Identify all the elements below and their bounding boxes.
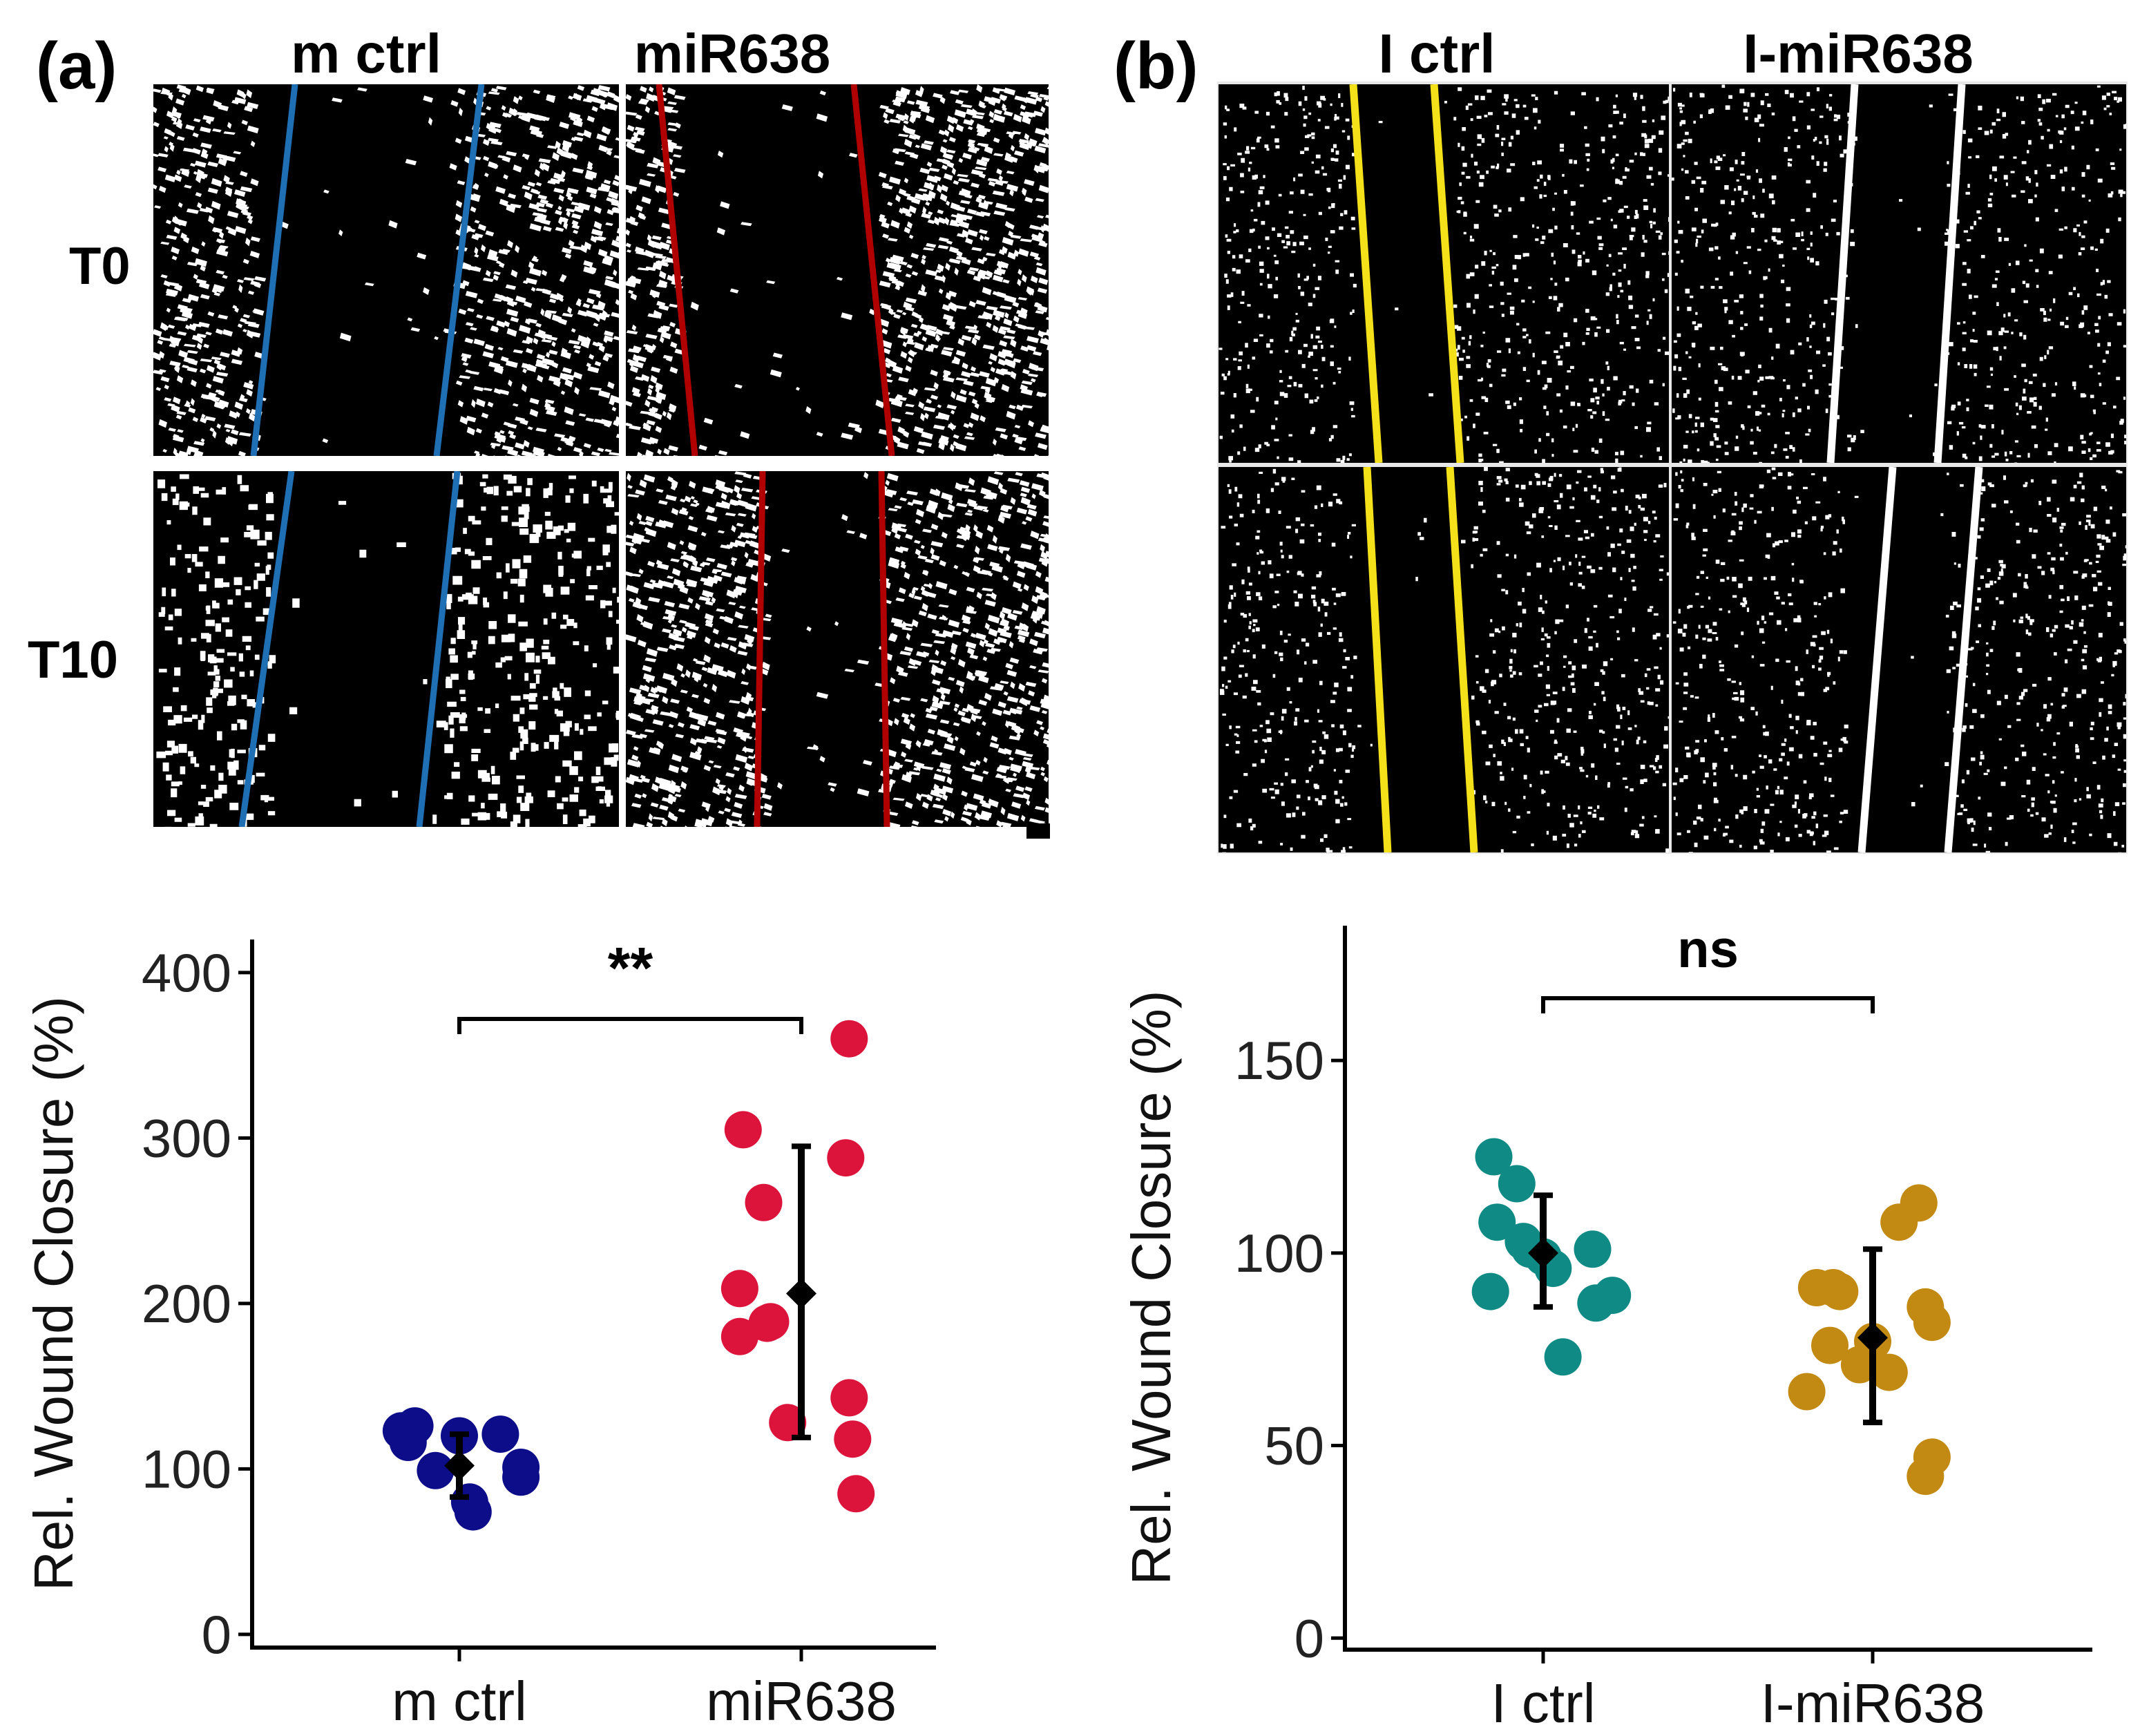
wound-edge-line	[416, 471, 461, 827]
wound-edge-line	[754, 471, 766, 827]
data-point	[830, 1379, 868, 1417]
data-point	[396, 1407, 434, 1445]
panel-a-row-label-t10: T10	[28, 631, 118, 689]
panel-a-letter: (a)	[36, 29, 117, 103]
mean-marker	[444, 1450, 475, 1481]
wound-edge-line	[433, 84, 485, 456]
cell-texture	[1219, 467, 1669, 852]
data-point	[1544, 1338, 1582, 1376]
data-point	[724, 1111, 762, 1149]
micrograph-a-mir638-t10	[626, 471, 1049, 827]
significance-bracket	[457, 1017, 803, 1034]
data-point	[1471, 1272, 1509, 1310]
x-tick-label: I ctrl	[1491, 1672, 1595, 1734]
scale-bar	[1026, 823, 1050, 839]
wound-edge-line	[1857, 467, 1897, 852]
data-point	[1574, 1230, 1612, 1268]
data-point	[1594, 1277, 1632, 1315]
wound-edge-line	[238, 471, 295, 827]
significance-bracket	[1541, 996, 1875, 1013]
y-tick-label: 100	[1234, 1223, 1324, 1284]
wound-edge-line	[1430, 84, 1464, 463]
data-point	[1475, 1138, 1513, 1176]
wound-edge-line	[250, 84, 298, 456]
data-point	[1870, 1353, 1908, 1391]
data-point	[1811, 1326, 1848, 1364]
y-tick-label: 200	[142, 1273, 231, 1334]
wound-edge-line	[1446, 467, 1478, 852]
x-tick-label: m ctrl	[392, 1670, 527, 1732]
y-tick-label: 0	[202, 1604, 231, 1665]
y-tick-label: 0	[1294, 1608, 1324, 1668]
data-point	[1900, 1184, 1938, 1222]
panel-a-row-label-t0: T0	[69, 237, 131, 296]
wound-edge-line	[656, 84, 698, 456]
data-point	[417, 1451, 455, 1489]
significance-label: ns	[1677, 920, 1739, 979]
cell-texture	[153, 84, 619, 456]
y-axis-title: Rel. Wound Closure (%)	[23, 996, 84, 1591]
data-point	[769, 1404, 807, 1442]
panel-b-col-title-1: I ctrl	[1378, 23, 1496, 84]
panel-b-col-title-2: I-miR638	[1743, 23, 1974, 84]
chart-a-wound-closure: 0 100 200 300 400 m ctrl miR638 Rel. Wound Clos…	[23, 935, 936, 1732]
micrograph-b-ictrl-t0	[1219, 84, 1669, 463]
data-point	[1913, 1304, 1951, 1342]
cell-texture	[156, 473, 619, 827]
micrograph-b-imir638-t0	[1672, 84, 2126, 463]
panel-a-col-title-2: miR638	[633, 23, 831, 84]
wound-edge-line	[1933, 84, 1966, 463]
y-tick-label: 100	[142, 1438, 231, 1499]
wound-edge-line	[1826, 84, 1859, 463]
data-point	[830, 1020, 868, 1058]
significance-label: **	[608, 935, 653, 1000]
micrograph-b-imir638-t10	[1672, 467, 2126, 852]
wound-edge-line	[850, 84, 895, 456]
data-point	[745, 1183, 783, 1221]
data-point	[752, 1303, 790, 1341]
micrograph-a-mctrl-t0	[153, 84, 619, 456]
wound-edge-line	[1349, 84, 1383, 463]
panel-a-col-title-1: m ctrl	[291, 23, 441, 84]
data-point	[1478, 1203, 1516, 1241]
y-tick-label: 150	[1234, 1030, 1324, 1091]
y-tick-label: 400	[142, 942, 231, 1003]
mean-marker	[1857, 1322, 1888, 1353]
data-point	[502, 1449, 540, 1486]
data-point	[1907, 1458, 1945, 1496]
data-point	[837, 1475, 875, 1513]
mean-marker	[1528, 1237, 1558, 1268]
micrograph-a-mir638-t0	[626, 84, 1049, 456]
x-tick-label: miR638	[706, 1670, 897, 1732]
y-axis-title: Rel. Wound Closure (%)	[1120, 990, 1182, 1585]
data-point	[1821, 1272, 1859, 1310]
x-tick-label: I-miR638	[1761, 1672, 1985, 1734]
data-point	[720, 1270, 758, 1308]
micrograph-b-ictrl-t10	[1219, 467, 1669, 852]
data-point	[827, 1139, 865, 1177]
chart-b-wound-closure: 0 50 100 150 I ctrl I-miR638 Rel. Wound Closur…	[1120, 920, 2092, 1734]
mean-marker	[786, 1278, 816, 1309]
y-tick-label: 50	[1264, 1415, 1324, 1476]
y-tick-label: 300	[142, 1107, 231, 1168]
wound-edge-line	[878, 471, 890, 827]
panel-b-letter: (b)	[1114, 29, 1198, 103]
wound-edge-line	[1363, 467, 1392, 852]
data-point	[1498, 1165, 1536, 1203]
wound-edge-line	[1944, 467, 1983, 852]
data-point	[454, 1493, 492, 1531]
cell-texture	[1672, 467, 2126, 852]
cell-texture	[626, 471, 1049, 827]
data-point	[1788, 1373, 1826, 1411]
data-point	[834, 1420, 872, 1458]
data-point	[481, 1415, 519, 1453]
cell-texture	[1672, 84, 2126, 463]
micrograph-a-mctrl-t10	[153, 471, 619, 827]
